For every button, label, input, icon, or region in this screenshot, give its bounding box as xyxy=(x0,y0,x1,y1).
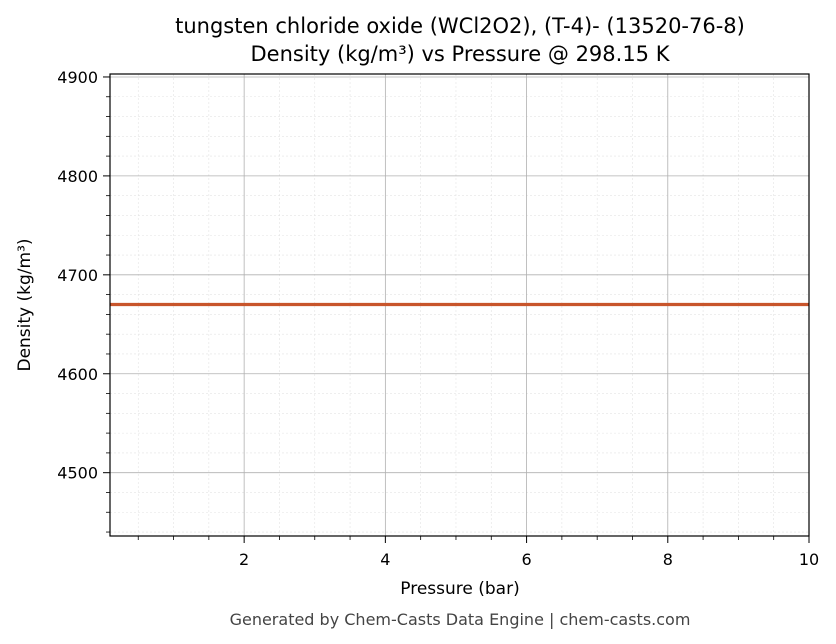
y-tick-label: 4600 xyxy=(57,365,98,384)
y-tick-label: 4900 xyxy=(57,68,98,87)
y-tick-label: 4800 xyxy=(57,167,98,186)
plot-frame xyxy=(109,73,810,537)
x-tick-label: 8 xyxy=(663,550,673,569)
y-tick-label: 4500 xyxy=(57,464,98,483)
x-axis-label: Pressure (bar) xyxy=(400,579,519,599)
x-tick-label: 10 xyxy=(799,550,819,569)
x-tick-label: 6 xyxy=(521,550,531,569)
y-axis-label: Density (kg/m³) xyxy=(15,238,35,371)
y-tick-label: 4700 xyxy=(57,266,98,285)
x-axis-ticks: 2 4 6 8 10 xyxy=(137,536,819,569)
chart-subtitle: Density (kg/m³) vs Pressure @ 298.15 K xyxy=(250,42,670,66)
footer-credit: Generated by Chem-Casts Data Engine | ch… xyxy=(230,610,691,629)
minor-grid xyxy=(110,74,809,536)
y-axis-ticks: 4500 4600 4700 4800 4900 xyxy=(57,68,110,533)
x-tick-label: 4 xyxy=(380,550,390,569)
x-tick-label: 2 xyxy=(239,550,249,569)
chart-title: tungsten chloride oxide (WCl2O2), (T-4)-… xyxy=(175,14,745,38)
